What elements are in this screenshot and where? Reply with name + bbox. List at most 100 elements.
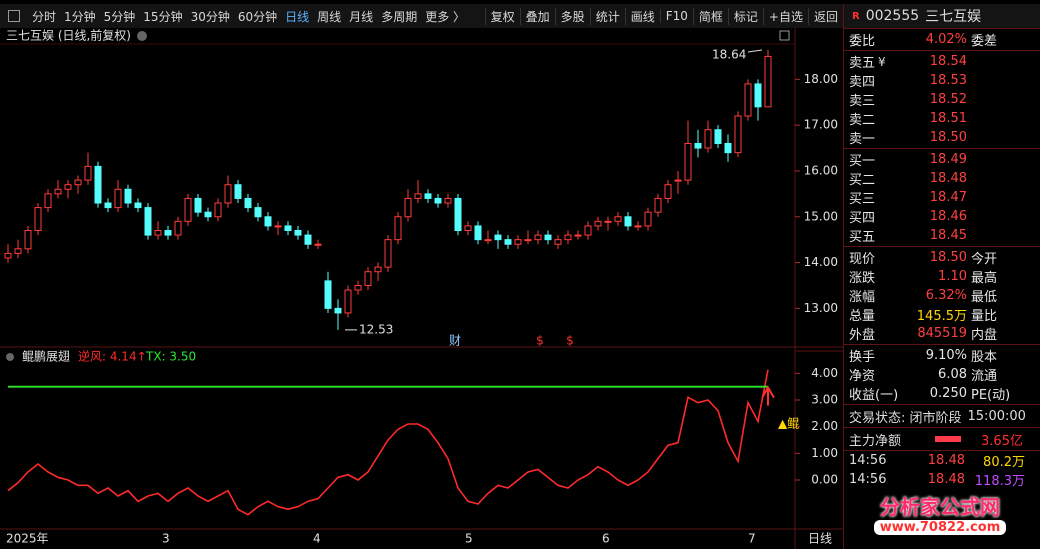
period-tab[interactable]: 周线 [317,9,342,24]
candle-body [304,234,312,245]
main-net: 主力净额 3.65亿 [844,428,1040,451]
y-tick-label: 17.00 [804,118,838,132]
row-value: 18.50 [929,130,967,145]
indicator-menu[interactable] [6,353,14,361]
period-tab[interactable]: 1分钟 [64,9,96,24]
tool-button[interactable]: 简框 [692,7,728,25]
candle-body [364,271,372,286]
candle-body [394,216,402,241]
candle-body [634,225,642,228]
title-menu[interactable] [137,31,147,41]
tick-price: 18.48 [927,453,965,468]
row-label2: 内盘 [971,328,998,343]
candle-body [584,225,592,236]
tool-button[interactable]: 叠加 [519,7,555,25]
candle-body [84,165,92,181]
period-tab[interactable]: 日线 [285,9,310,24]
tick-time: 14:56 [849,472,887,487]
net-label: 主力净额 [849,433,902,449]
row-value: 18.54 [929,54,967,69]
row-label: 买一 [849,154,876,169]
tool-button[interactable]: 返回 [807,7,843,25]
row-value: 18.45 [929,228,967,243]
candle-body [414,193,422,199]
period-tab[interactable]: 60分钟 [237,9,278,24]
quote-row: 净资 6.08 流通 [844,365,1040,384]
quote-section: 卖五 ¥18.54 卖四 18.53 卖三 18.52 卖二 18.51 卖一 18.50 [844,51,1040,149]
row-label: 委比 [849,34,876,49]
candle-body [704,129,712,149]
candle-body [754,83,762,108]
candle-body [354,284,362,291]
tick-time: 14:56 [849,453,887,468]
quote-row: 买五 18.45 [844,226,1040,245]
row-label2: 股本 [971,350,998,365]
high-label: 18.64 [712,48,746,62]
panel-toggle[interactable] [779,30,790,41]
candle-body [764,55,772,108]
row-label: 卖三 [849,94,876,109]
tool-button[interactable]: F10 [659,9,693,23]
row-icon: ¥ [878,54,886,69]
main-title: 三七互娱 (日线,前复权) [6,28,131,43]
period-tab[interactable]: 更多 〉 [425,9,466,24]
candle-body [684,142,692,181]
candle-body [344,289,352,314]
candle-body [664,184,672,199]
row-value: 6.32% [925,288,967,303]
tick-price: 18.48 [927,472,965,487]
high-arrow [747,49,763,53]
row-value: 18.48 [929,171,967,186]
candle-body [264,216,272,227]
y-tick-label: 4.00 [811,366,838,380]
period-tab[interactable]: 30分钟 [190,9,230,24]
tool-button[interactable]: +自选 [762,7,808,25]
quote-row: 买一 18.49 [844,150,1040,169]
quote-row: 卖二 18.51 [844,109,1040,128]
candle-body [214,202,222,218]
period-tab[interactable]: 月线 [349,9,374,24]
candle-body [114,188,122,209]
row-label: 买五 [849,230,876,245]
tool-button[interactable]: 统计 [589,7,625,25]
row-value: 18.47 [929,190,967,205]
row-label: 换手 [849,350,876,365]
tool-button[interactable]: 复权 [484,7,520,25]
period-tab[interactable]: 5分钟 [103,9,136,24]
tool-button[interactable]: 多股 [554,7,590,25]
candle-body [14,248,22,254]
row-label: 总量 [849,309,876,324]
candle-body [544,234,552,241]
quote-section: 买一 18.49 买二 18.48 买三 18.47 买四 18.46 买五 18.45 [844,149,1040,247]
row-value: 18.51 [929,111,967,126]
candle-body [4,252,12,259]
period-tab[interactable]: 15分钟 [143,9,183,24]
row-value: 145.5万 [916,309,967,324]
tick-volume: 80.2万 [983,455,1025,470]
quote-row: 收益(一) 0.250 PE(动) [844,384,1040,403]
row-value: 1.10 [938,269,967,284]
period-tab[interactable]: 分时 [32,9,57,24]
candle-body [334,307,342,314]
low-label: 12.53 [359,322,393,336]
tool-button[interactable]: 画线 [624,7,660,25]
candle-body [164,229,172,236]
row-value: 4.02% [925,32,967,47]
tool-button[interactable]: 标记 [727,7,763,25]
row-label2: 今开 [971,252,998,267]
candle-body [574,234,582,237]
candle-body [44,193,52,209]
period-tab[interactable]: 多周期 [381,9,418,24]
candle-body [434,197,442,204]
row-label: 卖二 [849,113,876,128]
event-marker: $ [566,334,574,348]
stock-code: 002555 [865,8,920,24]
candle-body [284,225,292,231]
candle-body [484,239,492,242]
stock-name: 三七互娱 [925,9,982,25]
menu-icon[interactable] [8,10,20,22]
candle-body [184,197,192,222]
candle-body [384,239,392,268]
quote-row: 涨幅 6.32% 最低 [844,286,1040,305]
